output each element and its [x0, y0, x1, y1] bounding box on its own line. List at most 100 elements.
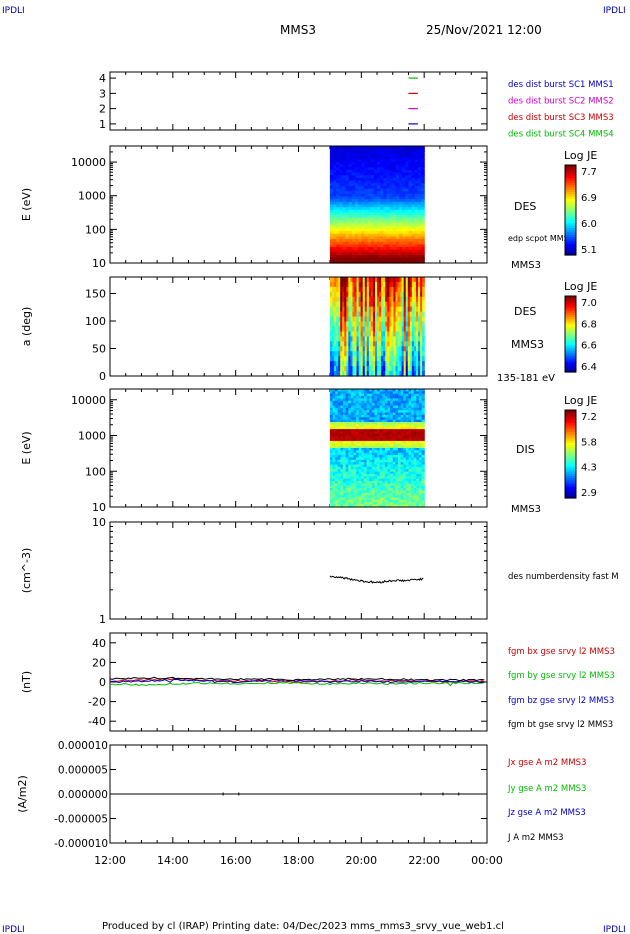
y-axis-label-6: (A/m2) [16, 775, 29, 813]
des-pitch-cell [381, 341, 384, 347]
des-energy-cell [383, 172, 388, 176]
des-energy-cell [345, 204, 350, 208]
colorbar-cell-1-28 [565, 228, 576, 231]
dis-energy-cell [353, 502, 357, 506]
des-pitch-cell [393, 326, 397, 333]
dis-energy-cell [348, 443, 352, 447]
dis-energy-cell [353, 497, 357, 501]
dis-energy-cell [384, 502, 389, 506]
dis-energy-cell [366, 391, 370, 395]
dis-energy-cell [350, 431, 355, 435]
des-energy-cell [414, 223, 419, 227]
des-energy-cell [421, 228, 425, 232]
des-energy-cell [342, 161, 347, 166]
dis-energy-cell [377, 466, 381, 470]
dis-energy-cell [387, 403, 391, 407]
des-pitch-cell [393, 341, 397, 347]
dis-energy-cell [413, 414, 417, 418]
des-energy-cell [339, 223, 344, 227]
des-pitch-cell [354, 341, 358, 347]
colorbar-cell-1-0 [565, 165, 576, 168]
des-energy-cell [395, 209, 400, 214]
dis-energy-cell [345, 499, 349, 503]
dis-energy-cell [416, 464, 420, 468]
des-energy-cell [364, 167, 369, 171]
dis-energy-cell [340, 469, 344, 473]
des-pitch-cell [379, 351, 382, 357]
des-energy-cell [367, 231, 372, 235]
dis-energy-cell [374, 485, 378, 489]
y-axis-label-3: E (eV) [20, 431, 33, 464]
des-pitch-cell [336, 351, 339, 357]
dis-energy-cell [337, 424, 341, 428]
des-pitch-cell [377, 277, 380, 283]
des-energy-cell [408, 164, 413, 168]
dis-energy-cell [361, 481, 365, 484]
dis-energy-cell [392, 471, 396, 475]
dis-energy-cell [332, 419, 336, 423]
dis-energy-cell [377, 414, 381, 418]
des-energy-cell [405, 148, 410, 152]
des-energy-cell [414, 156, 419, 160]
des-pitch-cell [354, 351, 358, 357]
dis-energy-cell [350, 462, 355, 466]
dis-energy-cell [397, 403, 402, 407]
des-energy-cell [380, 204, 384, 208]
des-energy-cell [329, 255, 334, 259]
des-energy-cell [408, 223, 413, 227]
des-pitch-cell [348, 306, 352, 313]
des-energy-cell [348, 241, 353, 245]
des-pitch-cell [358, 351, 362, 357]
des-energy-cell [395, 183, 400, 187]
des-energy-cell [342, 175, 347, 179]
des-energy-cell [336, 217, 340, 222]
des-energy-cell [364, 175, 369, 179]
dis-energy-cell [369, 396, 373, 400]
dis-energy-cell [363, 455, 368, 459]
dis-energy-cell [332, 490, 336, 494]
des-pitch-cell [397, 356, 401, 362]
des-pitch-cell [391, 366, 395, 372]
dis-energy-cell [350, 389, 355, 392]
des-energy-cell [364, 257, 369, 261]
des-pitch-cell [389, 331, 392, 337]
des-energy-cell [358, 228, 362, 232]
des-pitch-cell [377, 326, 380, 333]
des-energy-cell [336, 220, 340, 224]
des-pitch-cell [331, 341, 335, 347]
dis-energy-cell [371, 412, 376, 416]
dis-energy-cell [377, 412, 381, 416]
des-energy-cell [417, 209, 422, 214]
dis-energy-cell [413, 438, 417, 442]
dis-energy-cell [358, 497, 362, 501]
des-energy-cell [367, 244, 372, 248]
des-pitch-cell [374, 311, 378, 318]
dis-energy-cell [403, 445, 407, 449]
des-pitch-cell [389, 336, 392, 342]
dis-energy-cell [379, 426, 383, 430]
des-energy-cell [383, 175, 388, 179]
dis-energy-cell [366, 459, 370, 463]
colorbar-tick-2-3: 6.4 [581, 362, 597, 373]
dis-energy-cell [392, 403, 396, 407]
des-pitch-cell [342, 366, 345, 372]
des-pitch-cell [334, 316, 337, 323]
des-pitch-cell [358, 321, 362, 328]
dis-energy-cell [377, 389, 381, 392]
dis-energy-cell [390, 417, 394, 421]
dis-energy-cell [405, 445, 410, 449]
des-energy-cell [358, 161, 362, 166]
des-energy-cell [399, 161, 403, 166]
colorbar-cell-3-37 [565, 491, 576, 495]
des-energy-cell [373, 156, 378, 160]
dis-energy-cell [374, 443, 378, 447]
des-energy-cell [367, 193, 372, 198]
dis-energy-cell [337, 391, 341, 395]
des-pitch-cell [346, 301, 349, 308]
des-energy-cell [348, 207, 353, 211]
dis-energy-cell [387, 450, 391, 454]
dis-energy-cell [353, 417, 357, 421]
des-energy-cell [355, 175, 359, 179]
dis-energy-cell [332, 485, 336, 489]
des-pitch-cell [411, 296, 415, 303]
